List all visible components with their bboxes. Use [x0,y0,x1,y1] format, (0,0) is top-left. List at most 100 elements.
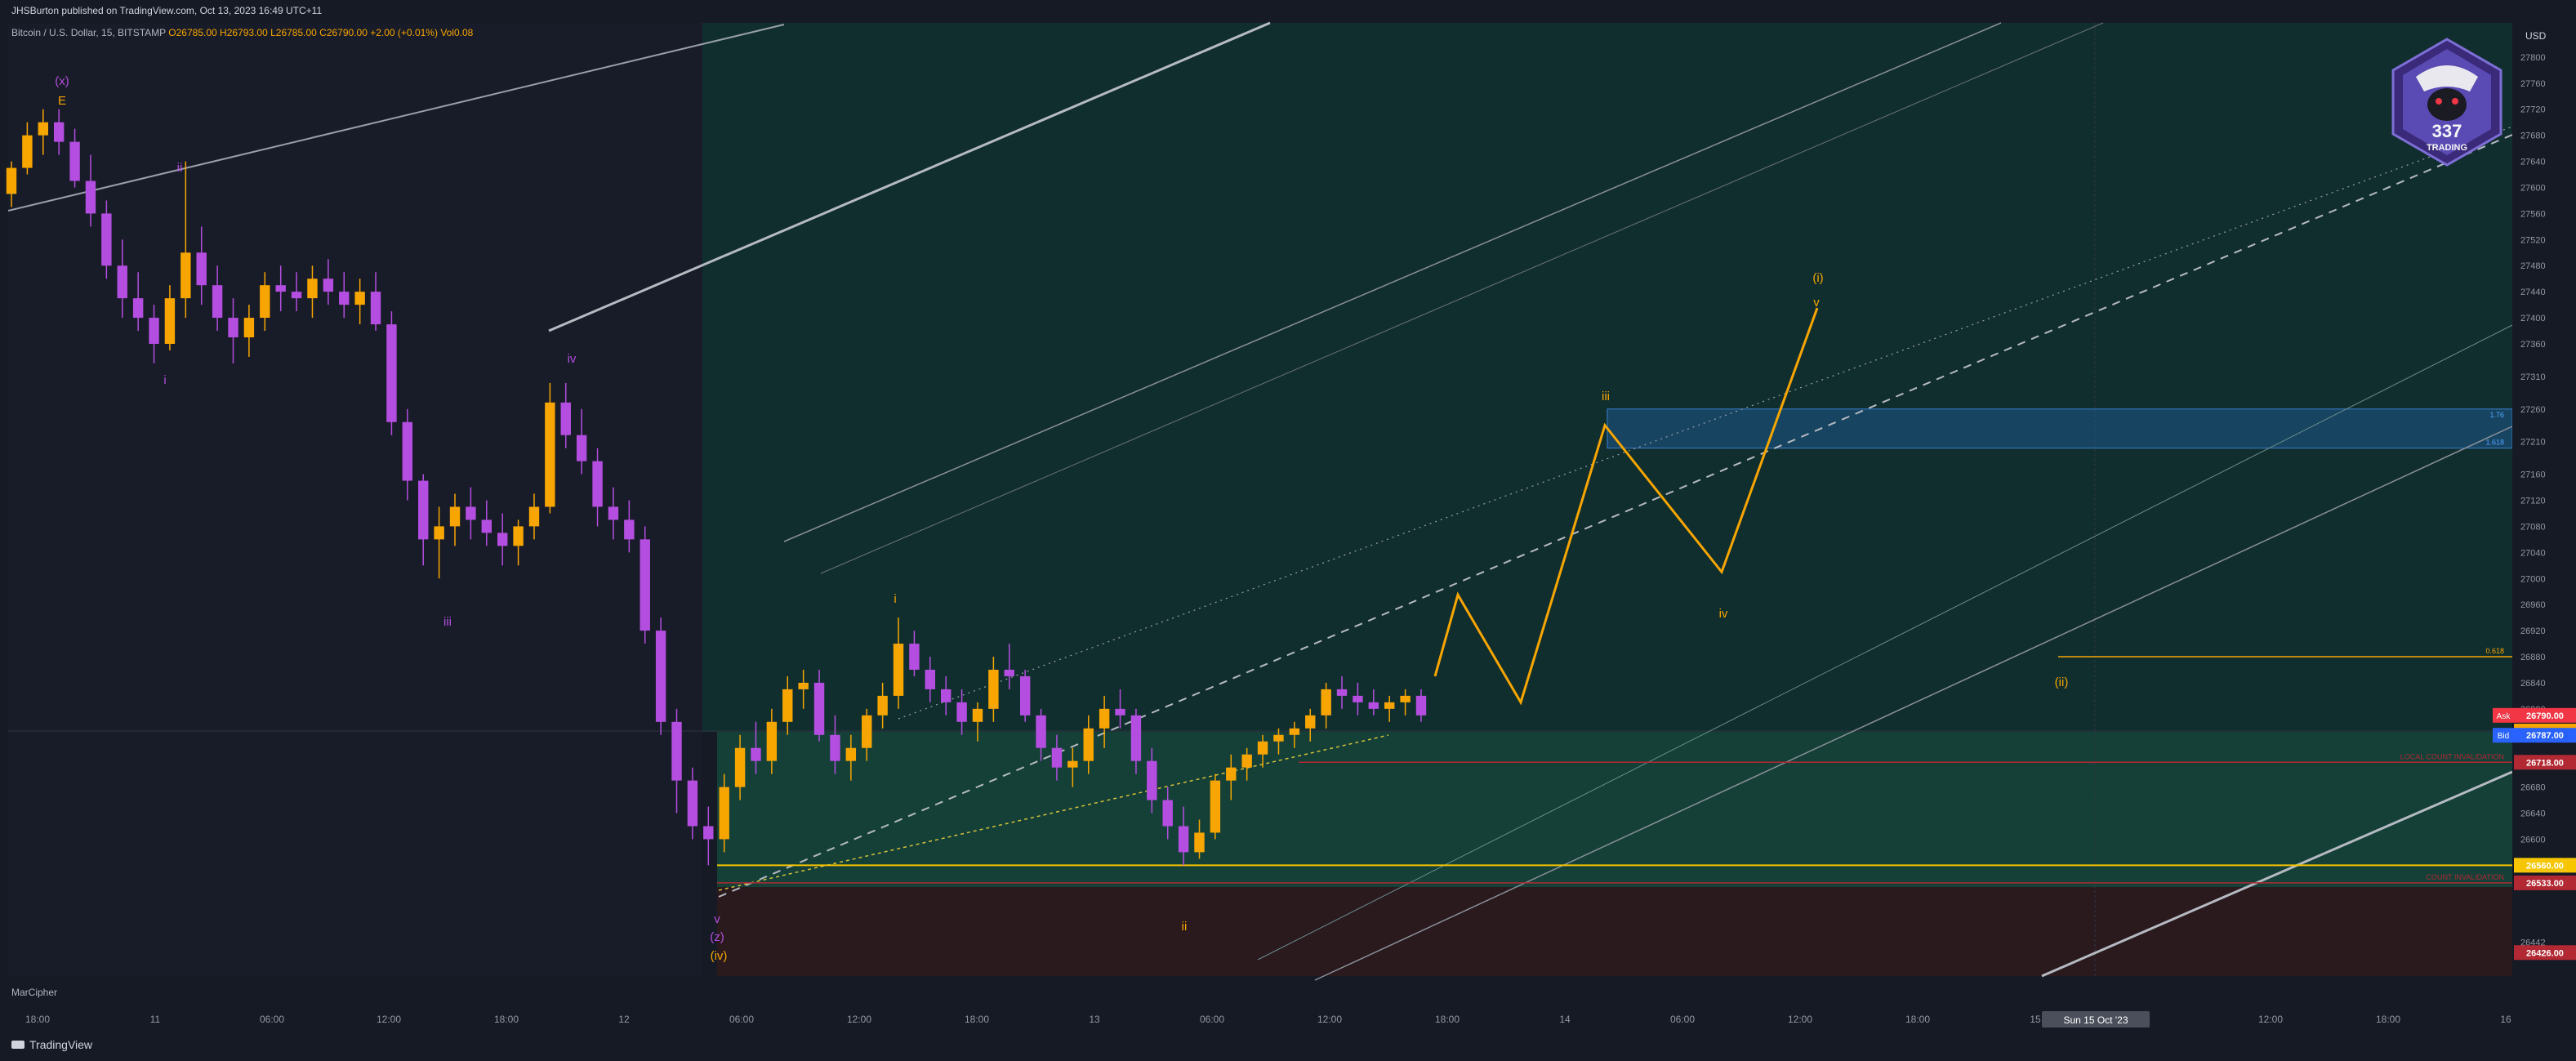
wave-label: v [714,912,720,926]
price-axis-bg [2512,23,2576,976]
channel-line [783,22,2002,542]
candle-body [1289,728,1300,735]
footer-brand[interactable]: TradingView [11,1038,92,1051]
time-tick-label: 12:00 [1788,1014,1812,1025]
wave-label: i [163,373,166,387]
candle-body [956,702,967,722]
ohlc-open: O26785.00 [168,27,217,38]
candle-body [434,526,444,540]
candle-body [386,324,397,422]
price-tick-label: 27800 [2520,53,2546,63]
candle-body [1019,675,1031,716]
candle-body [1415,695,1427,716]
price-tick-label: 27720 [2520,105,2546,115]
candle-body [132,298,144,319]
candle-body [1273,734,1284,742]
time-tick-label: 12:00 [377,1014,401,1025]
wave-label: (iv) [711,949,728,963]
price-tick-label: 27160 [2520,470,2546,480]
candle-body [1210,780,1221,833]
candle-body [291,292,302,299]
candle-body [53,122,65,142]
candle-body [608,506,619,520]
badge-tag [2493,707,2514,723]
publisher-line: JHSBurton published on TradingView.com, … [11,5,323,16]
price-tick-label: 27440 [2520,288,2546,297]
candle-body [260,285,270,319]
ohlc-close: C26790.00 [319,27,368,38]
logo-word: TRADING [2427,143,2467,153]
badge-tag [2493,728,2514,743]
candle-body [339,292,350,305]
candle-body [671,721,682,781]
price-tick-label: 27680 [2520,132,2546,141]
red-zone [717,887,2512,976]
candle-body [909,644,920,670]
wave-label: (ii) [2055,675,2069,689]
candle-body [545,402,555,507]
candle-body [22,135,33,168]
badge-value: 26790.00 [2526,711,2564,721]
price-badge [2514,858,2576,873]
price-tick-label: 27000 [2520,574,2546,584]
candle-body [1305,715,1316,729]
wave-label: iii [1602,390,1610,403]
candle-body [1368,702,1379,709]
time-tick-label: 13 [1089,1014,1100,1025]
candle-body [1162,800,1173,827]
badge-value: 26787.00 [2526,731,2564,741]
candle-body [877,695,888,716]
time-tick-label: 18:00 [965,1014,989,1025]
time-tick-label: 18:00 [2376,1014,2400,1025]
ohlc-low: L26785.00 [270,27,317,38]
indicator-name[interactable]: MarCipher [11,987,58,998]
candle-body [862,715,872,748]
price-tick-label: 27080 [2520,522,2546,532]
candle-body [69,141,80,181]
candle-body [497,533,508,546]
price-tick-label: 27360 [2520,340,2546,350]
candle-body [624,519,635,540]
candle-body [592,461,603,507]
candle-body [845,747,857,761]
candle-body [466,506,476,520]
zone-label: 1.76 [2489,411,2504,419]
candle-body [513,526,524,546]
symbol-name[interactable]: Bitcoin / U.S. Dollar, 15, BITSTAMP [11,27,166,38]
time-axis[interactable]: 18:00 11 06:00 12:00 18:00 12 06:00 12:00 18:00 1… [25,1011,2511,1028]
candle-body [1400,695,1411,702]
candle-body [85,181,96,214]
price-tick-label: 26640 [2520,809,2546,819]
currency-label: USD [2525,30,2547,42]
price-badge [2514,728,2576,743]
tradingview-icon [11,1041,25,1049]
time-tick-label: 14 [1559,1014,1571,1025]
price-axis[interactable]: USD 27800 27760 27720 27680 27640 27600 27560 27… [2512,23,2576,976]
candle-body [528,506,540,527]
channel-line [1257,324,2513,961]
candle-body [1321,689,1331,716]
candle-body [703,826,714,840]
price-tick-label: 27260 [2520,405,2546,415]
level-label: COUNT INVALIDATION [2426,873,2504,881]
green-zone-upper [702,23,2512,732]
price-badge [2514,755,2576,770]
candle-body [1353,695,1363,702]
wave-label: E [58,94,66,108]
candle-body [925,669,936,689]
channel-line [7,24,785,212]
channel-line [548,21,1271,332]
candle-body [576,435,587,461]
price-tick-label: 26880 [2520,653,2546,662]
brand-text: TradingView [29,1038,93,1051]
candle-body [418,480,429,540]
candle-body [402,421,413,481]
candle-body [1147,760,1157,800]
wave-label: iv [568,352,577,366]
candle-body [1241,754,1252,768]
badge-tag-label: Bid [2498,732,2509,741]
candle-body [6,167,17,194]
price-tick-label: 27400 [2520,314,2546,323]
logo-number: 337 [2432,121,2462,141]
